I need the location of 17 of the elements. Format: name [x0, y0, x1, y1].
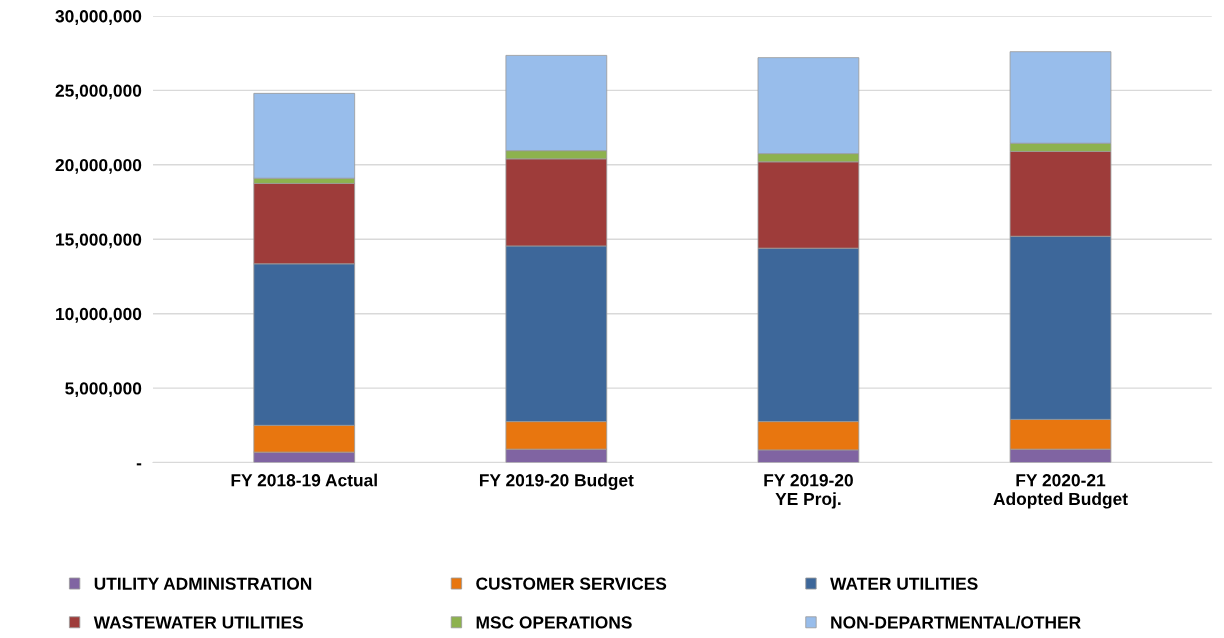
- legend-label: NON-DEPARTMENTAL/OTHER: [831, 615, 1081, 629]
- legend-label: WASTEWATER UTILITIES: [93, 616, 303, 629]
- y-tick-label: 5,000,000: [65, 382, 142, 398]
- x-tick-label: FY 2018-19 Actual: [231, 473, 377, 487]
- y-tick-label: -: [136, 463, 142, 466]
- legend-label: CUSTOMER SERVICES: [476, 577, 667, 590]
- y-tick-label: 10,000,000: [56, 307, 142, 323]
- x-tick-label: FY 2019-20 YE Proj.: [764, 474, 853, 509]
- legend-label: WATER UTILITIES: [830, 577, 978, 590]
- y-tick-label: 15,000,000: [56, 233, 142, 249]
- y-tick-label: 20,000,000: [55, 158, 142, 174]
- x-tick-label: FY 2020-21 Adopted Budget: [993, 474, 1128, 509]
- legend-label: UTILITY ADMINISTRATION: [94, 577, 312, 590]
- y-tick-label: 30,000,000: [55, 10, 142, 25]
- x-tick-label: FY 2019-20 Budget: [479, 473, 634, 490]
- legend-label: MSC OPERATIONS: [476, 616, 632, 629]
- y-tick-label: 25,000,000: [55, 84, 142, 100]
